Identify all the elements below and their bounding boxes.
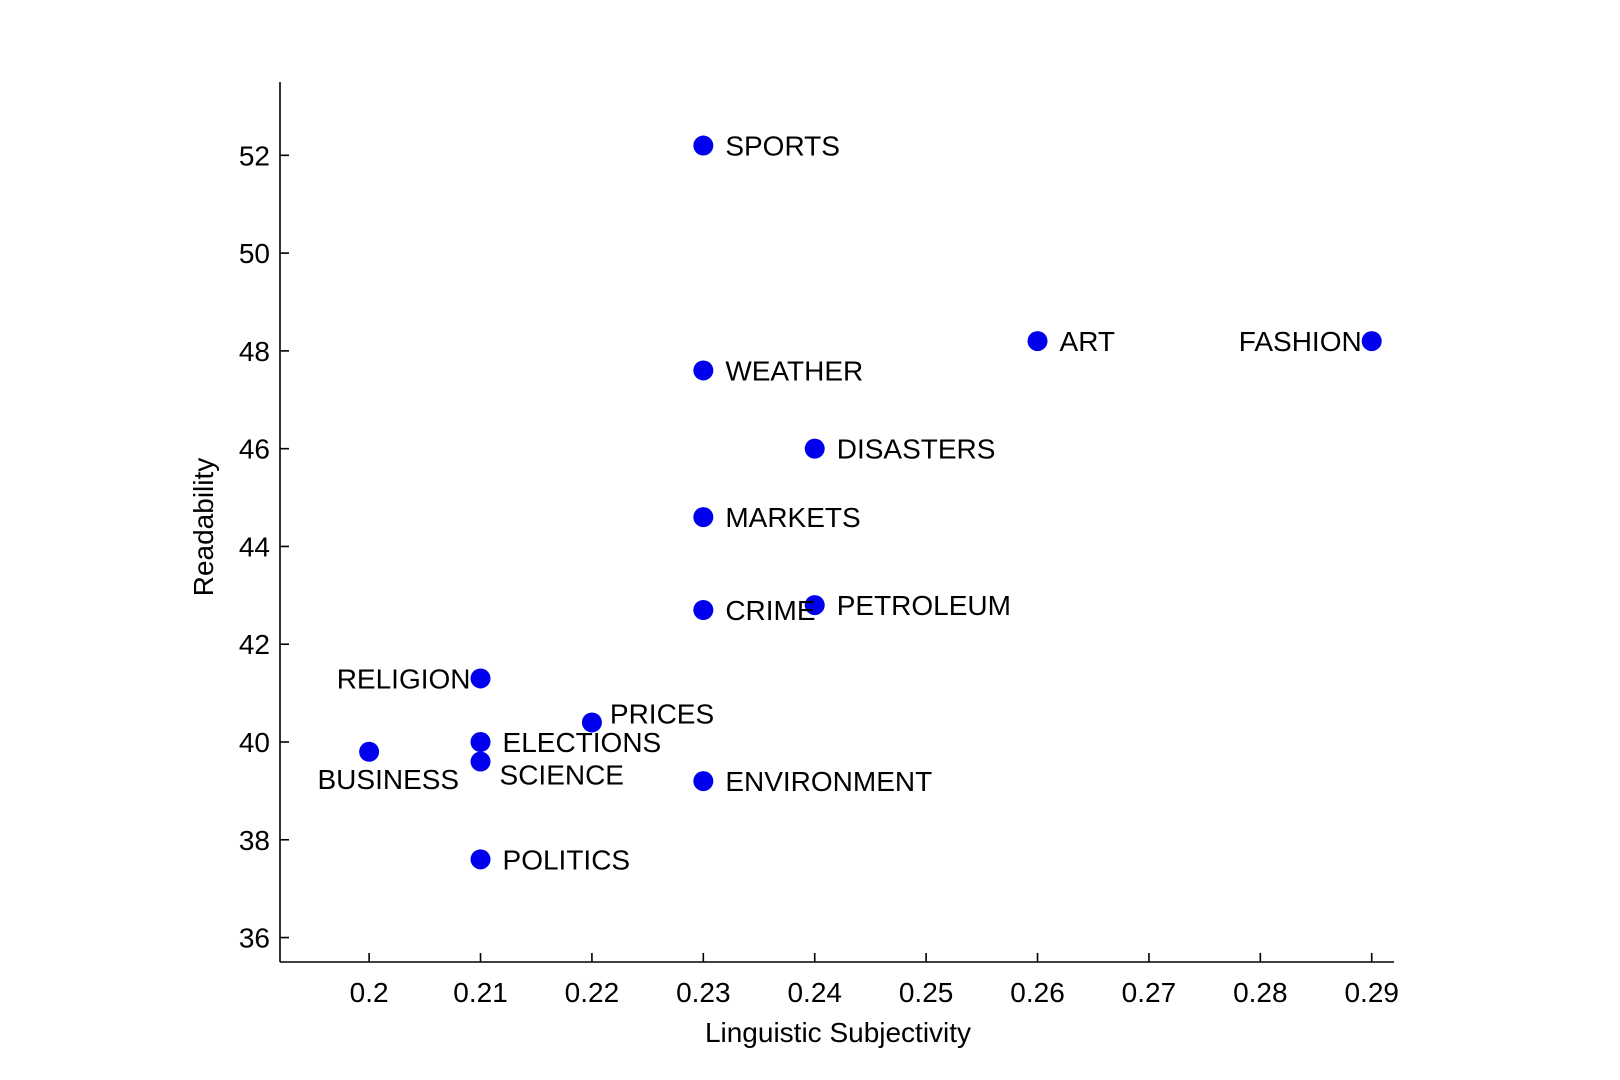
- data-point-prices: [581, 712, 602, 733]
- y-tick-label: 48: [239, 336, 270, 367]
- data-point-politics: [470, 849, 491, 870]
- x-tick-label: 0.29: [1344, 977, 1399, 1008]
- point-label-prices: PRICES: [610, 698, 714, 729]
- x-tick-label: 0.24: [787, 977, 842, 1008]
- data-point-environment: [693, 771, 714, 792]
- point-label-disasters: DISASTERS: [837, 434, 996, 465]
- point-label-politics: POLITICS: [503, 844, 631, 875]
- point-label-markets: MARKETS: [725, 502, 860, 533]
- point-label-environment: ENVIRONMENT: [725, 766, 932, 797]
- x-tick-label: 0.25: [899, 977, 954, 1008]
- y-tick-label: 38: [239, 825, 270, 856]
- y-tick-label: 42: [239, 629, 270, 660]
- y-tick-label: 46: [239, 434, 270, 465]
- data-point-science: [470, 751, 491, 772]
- x-axis-ticks: 0.2 0.21 0.22 0.23 0.24 0.25 0.26 0.27 0.28 0.29: [350, 953, 1399, 1008]
- x-tick-label: 0.28: [1233, 977, 1288, 1008]
- point-label-science: SCIENCE: [500, 760, 624, 791]
- data-point-religion: [470, 668, 491, 689]
- data-point-business: [359, 741, 380, 762]
- point-label-elections: ELECTIONS: [503, 727, 662, 758]
- data-point-disasters: [804, 438, 825, 459]
- y-tick-label: 50: [239, 238, 270, 269]
- data-point-markets: [693, 507, 714, 528]
- point-label-crime: CRIME: [725, 595, 815, 626]
- y-tick-label: 40: [239, 727, 270, 758]
- x-tick-label: 0.21: [453, 977, 508, 1008]
- point-label-sports: SPORTS: [725, 131, 840, 162]
- point-label-weather: WEATHER: [725, 355, 863, 386]
- data-point-petroleum: [804, 595, 825, 616]
- data-point-art: [1027, 331, 1048, 352]
- data-point-elections: [470, 732, 491, 752]
- point-label-fashion: FASHION: [1239, 326, 1362, 357]
- axes: [279, 82, 1394, 963]
- y-tick-label: 52: [239, 140, 270, 171]
- x-tick-label: 0.22: [565, 977, 620, 1008]
- y-axis-label: Readability: [188, 458, 219, 597]
- x-axis-label: Linguistic Subjectivity: [705, 1017, 971, 1048]
- point-label-religion: RELIGION: [337, 663, 471, 694]
- x-tick-label: 0.2: [350, 977, 389, 1008]
- data-point-fashion: [1361, 331, 1382, 352]
- x-tick-label: 0.23: [676, 977, 731, 1008]
- y-tick-label: 36: [239, 923, 270, 954]
- data-points: [359, 135, 1382, 870]
- data-point-weather: [693, 360, 714, 381]
- x-tick-label: 0.27: [1122, 977, 1177, 1008]
- point-label-petroleum: PETROLEUM: [837, 590, 1011, 621]
- y-tick-label: 44: [239, 531, 270, 562]
- data-point-crime: [693, 600, 714, 620]
- x-tick-label: 0.26: [1010, 977, 1065, 1008]
- point-label-business: BUSINESS: [318, 764, 460, 795]
- point-labels: SPORTS ART FASHION WEATHER DISASTERS MARKETS P…: [318, 131, 1362, 876]
- point-label-art: ART: [1060, 326, 1116, 357]
- data-point-sports: [693, 135, 714, 156]
- y-axis-ticks: 36 38 40 42 44 46 48 50 52: [239, 140, 289, 954]
